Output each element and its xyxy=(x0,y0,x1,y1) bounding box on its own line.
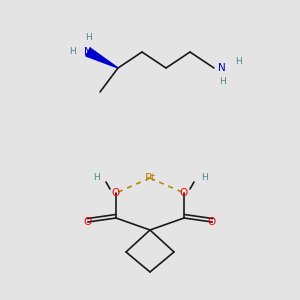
Text: O: O xyxy=(208,217,216,227)
Text: H: H xyxy=(235,58,242,67)
Text: H: H xyxy=(85,34,92,43)
Text: H: H xyxy=(219,76,225,85)
Text: Pt: Pt xyxy=(144,173,156,183)
Text: H: H xyxy=(201,173,207,182)
Text: O: O xyxy=(112,188,120,198)
Polygon shape xyxy=(86,48,118,68)
Text: O: O xyxy=(180,188,188,198)
Text: N: N xyxy=(84,47,92,57)
Text: H: H xyxy=(93,173,99,182)
Text: H: H xyxy=(69,47,75,56)
Text: O: O xyxy=(84,217,92,227)
Text: N: N xyxy=(218,63,226,73)
